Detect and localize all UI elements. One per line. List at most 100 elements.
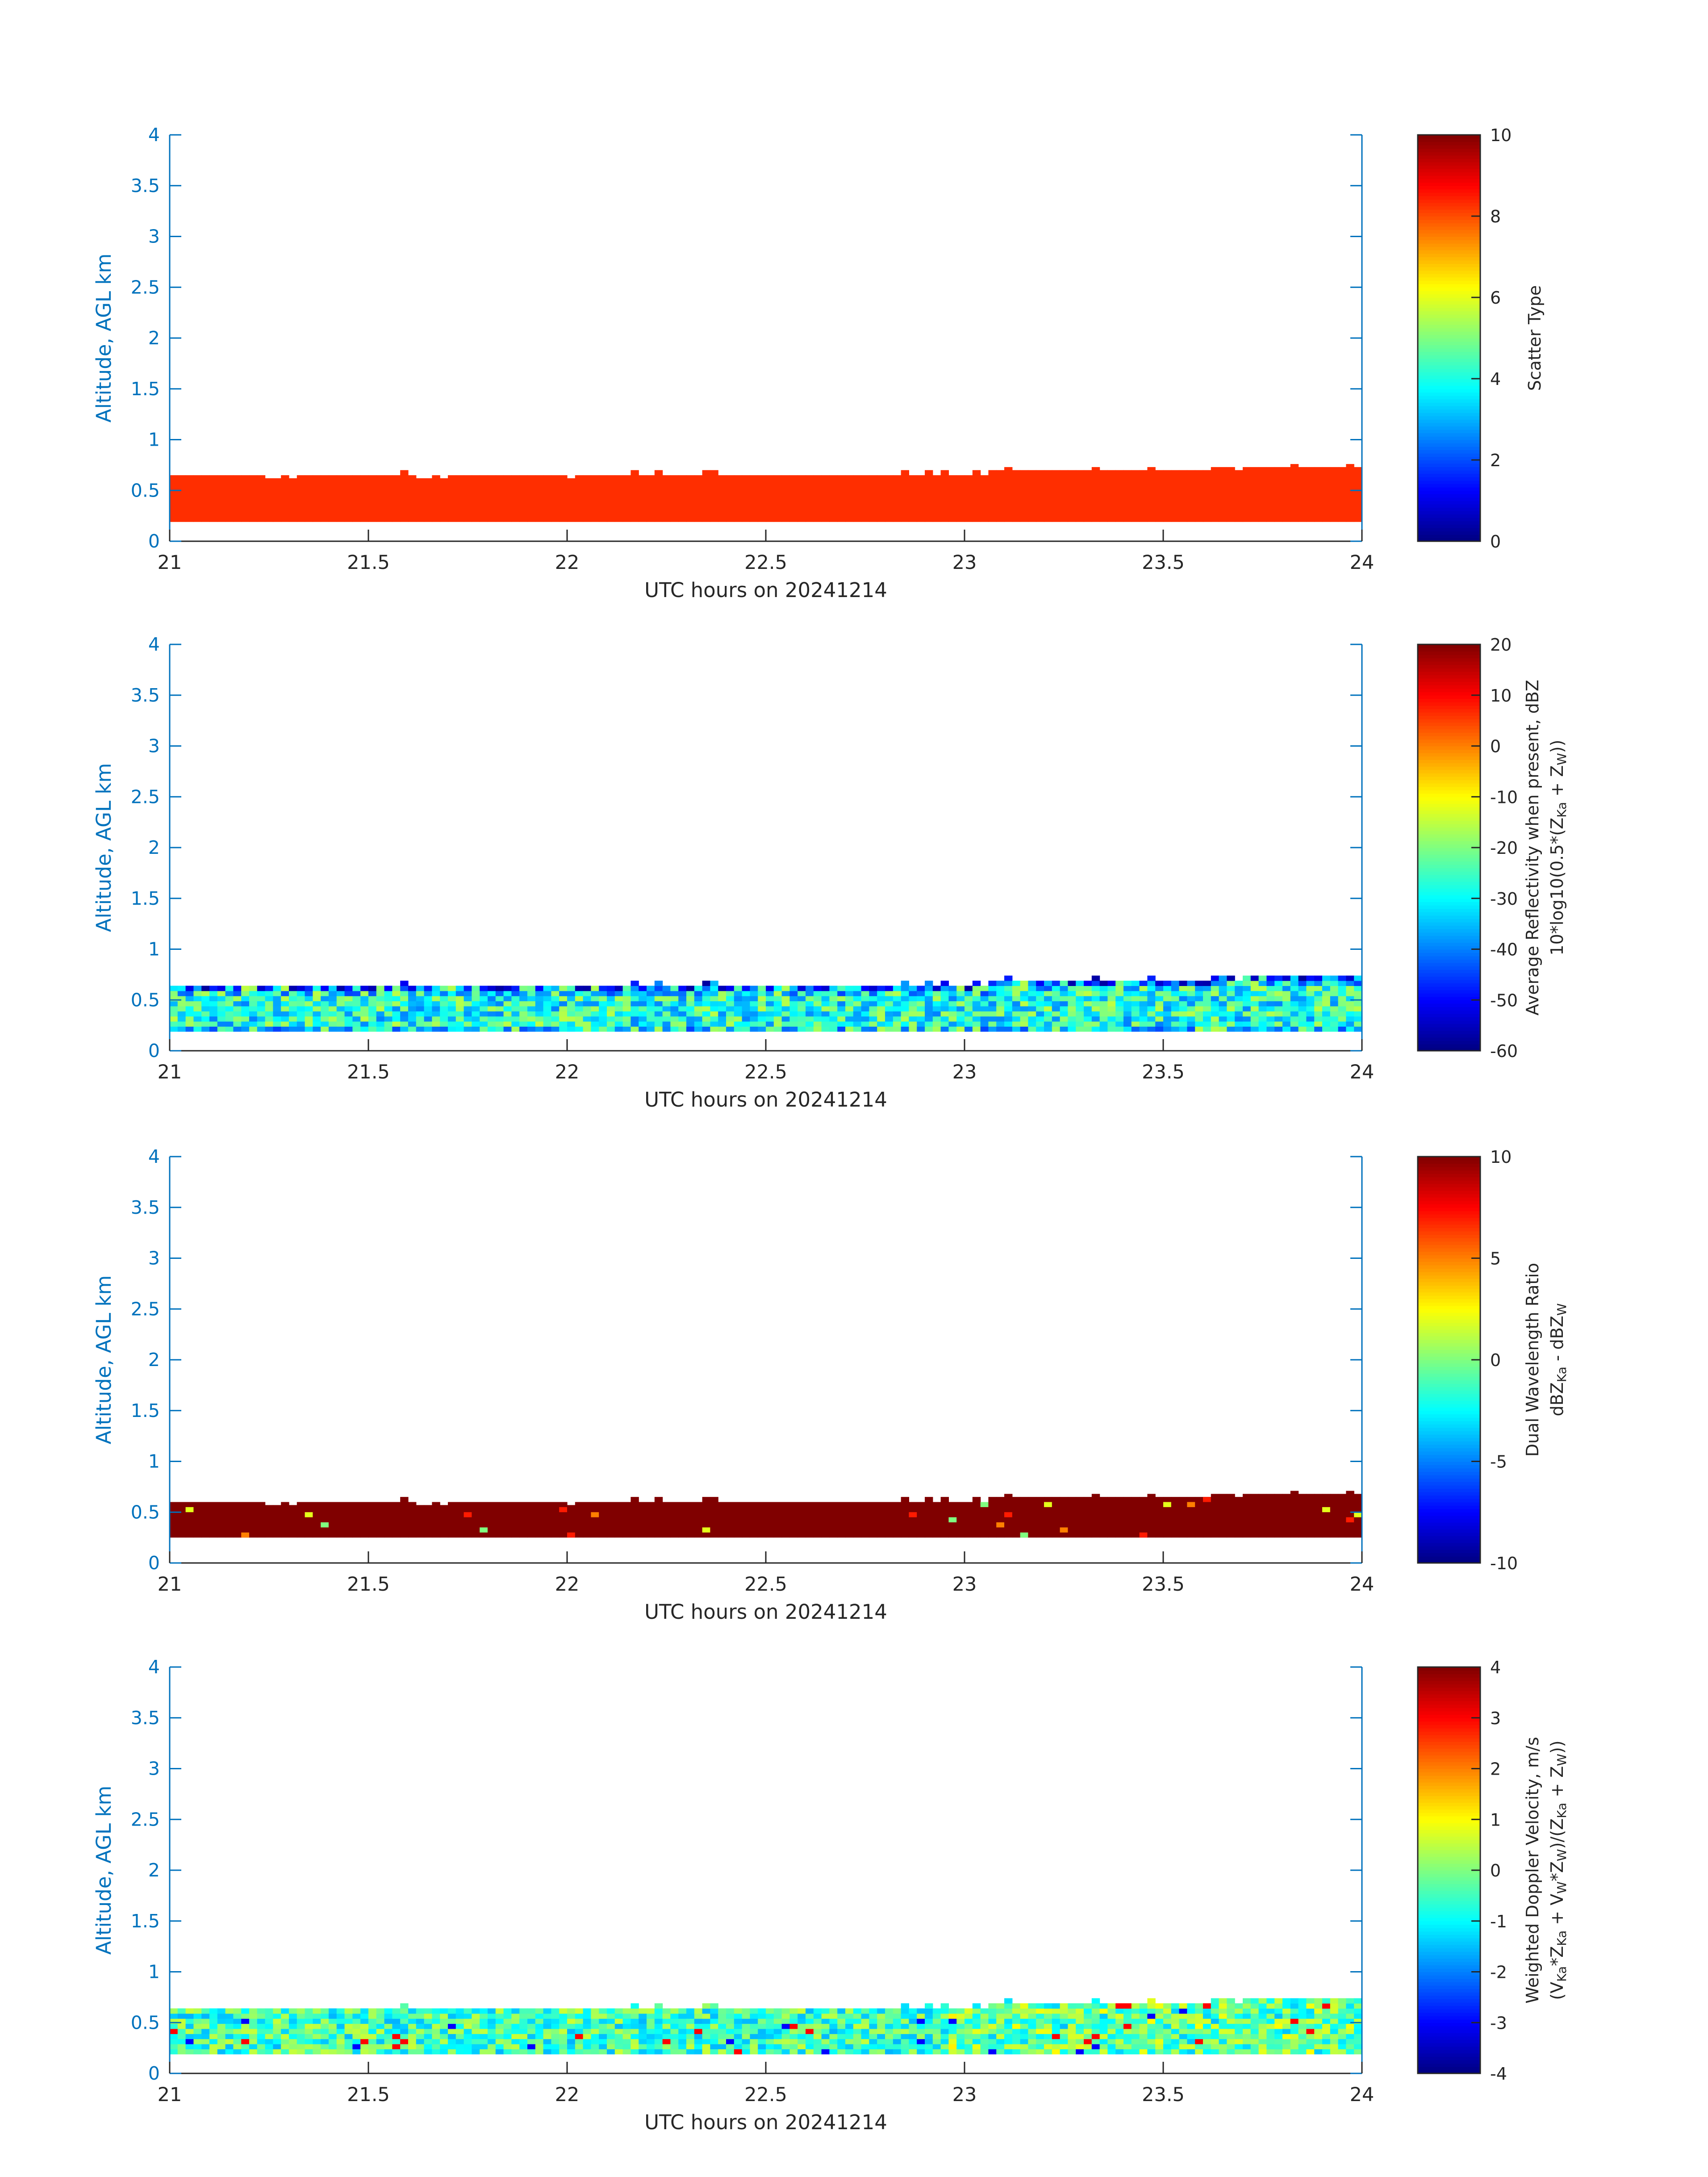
data-cell xyxy=(1203,1011,1211,1017)
data-cell xyxy=(201,1011,210,1017)
data-cell xyxy=(1298,2023,1307,2029)
data-cell xyxy=(511,2044,520,2049)
colorbar-segment xyxy=(1418,1437,1480,1442)
colorbar-segment xyxy=(1418,1708,1480,1712)
data-cell xyxy=(702,2008,710,2014)
data-column xyxy=(948,475,957,522)
data-cell xyxy=(265,1011,273,1017)
data-cell xyxy=(1131,1021,1140,1027)
data-cell xyxy=(535,986,544,991)
data-cell xyxy=(177,1016,186,1022)
data-cell xyxy=(480,2018,488,2024)
data-cell xyxy=(948,2013,957,2019)
data-cell xyxy=(599,2034,607,2039)
data-cell xyxy=(289,2034,297,2039)
data-cell xyxy=(503,1021,512,1027)
data-cell xyxy=(1139,2049,1148,2055)
data-cell xyxy=(893,2013,902,2019)
data-column xyxy=(1314,1494,1323,1538)
data-cell xyxy=(336,1001,345,1007)
data-cell xyxy=(893,1006,902,1011)
colorbar-segment xyxy=(1418,1985,1480,1989)
data-cell xyxy=(1314,996,1323,1002)
data-cell xyxy=(296,2039,305,2044)
data-cell xyxy=(1147,2034,1156,2039)
data-cell xyxy=(1298,1026,1307,1032)
data-cell xyxy=(1028,990,1036,996)
x-tick-label: 23 xyxy=(952,2084,977,2106)
data-column xyxy=(1330,1494,1339,1538)
colorbar-segment xyxy=(1418,1830,1480,1834)
data-cell xyxy=(1020,1001,1028,1007)
data-cell xyxy=(527,1006,536,1011)
data-cell xyxy=(1290,1006,1299,1011)
data-cell xyxy=(1250,2023,1259,2029)
data-cell xyxy=(1290,2008,1299,2014)
data-cell xyxy=(869,2034,877,2039)
data-column xyxy=(726,475,735,522)
data-cell xyxy=(956,1016,965,1022)
colorbar-segment xyxy=(1418,871,1480,875)
data-cell xyxy=(806,1026,814,1032)
data-cell xyxy=(1139,2028,1148,2034)
data-cell xyxy=(1235,1016,1243,1022)
data-column xyxy=(726,1502,735,1538)
data-cell xyxy=(654,2034,663,2039)
data-cell xyxy=(948,1016,957,1022)
data-cell xyxy=(416,996,425,1002)
data-cell xyxy=(750,986,758,991)
data-cell xyxy=(853,1021,862,1027)
colorbar-segment xyxy=(1418,661,1480,665)
data-cell xyxy=(829,996,838,1002)
data-cell xyxy=(853,1026,862,1032)
data-column xyxy=(956,475,965,522)
data-cell xyxy=(917,2039,925,2044)
data-cell xyxy=(352,1001,361,1007)
data-cell xyxy=(305,1026,313,1032)
data-cell xyxy=(321,2018,329,2024)
data-cell xyxy=(567,1532,576,1538)
data-cell xyxy=(1107,996,1116,1002)
colorbar-segment xyxy=(1418,497,1480,501)
data-cell xyxy=(455,2013,464,2019)
data-column xyxy=(567,1505,576,1538)
data-cell xyxy=(1155,2039,1164,2044)
data-cell xyxy=(1068,2044,1076,2049)
data-cell xyxy=(527,1016,536,1022)
data-column xyxy=(1250,467,1259,522)
data-cell xyxy=(1044,2008,1052,2014)
data-cell xyxy=(821,1001,830,1007)
data-cell xyxy=(209,986,218,991)
data-cell xyxy=(305,2013,313,2019)
data-column xyxy=(305,475,313,522)
data-cell xyxy=(607,1016,615,1022)
data-cell xyxy=(495,1006,504,1011)
data-cell xyxy=(1346,1006,1354,1011)
data-cell xyxy=(718,1021,727,1027)
data-cell xyxy=(631,2034,639,2039)
data-cell xyxy=(424,1001,432,1007)
data-cell xyxy=(368,2044,377,2049)
colorbar-frame xyxy=(1417,134,1481,542)
data-cell xyxy=(956,2018,965,2024)
data-cell xyxy=(455,1011,464,1017)
data-cell xyxy=(789,1016,798,1022)
colorbar-segment xyxy=(1418,1826,1480,1830)
data-cell xyxy=(535,2023,544,2029)
data-cell xyxy=(829,1026,838,1032)
data-cell xyxy=(1036,2034,1044,2039)
data-cell xyxy=(1282,1998,1291,2004)
data-cell xyxy=(408,2034,417,2039)
y-tick-label: 3 xyxy=(148,1758,160,1780)
colorbar-segment xyxy=(1418,1228,1480,1232)
data-cell xyxy=(1171,1021,1180,1027)
data-cell xyxy=(511,986,520,991)
data-cell xyxy=(249,2034,258,2039)
data-cell xyxy=(1211,1016,1219,1022)
data-cell xyxy=(305,996,313,1002)
data-cell xyxy=(241,2013,250,2019)
data-cell xyxy=(742,1011,750,1017)
colorbar-segment xyxy=(1418,202,1480,207)
data-cell xyxy=(1346,990,1354,996)
data-cell xyxy=(1298,2049,1307,2055)
